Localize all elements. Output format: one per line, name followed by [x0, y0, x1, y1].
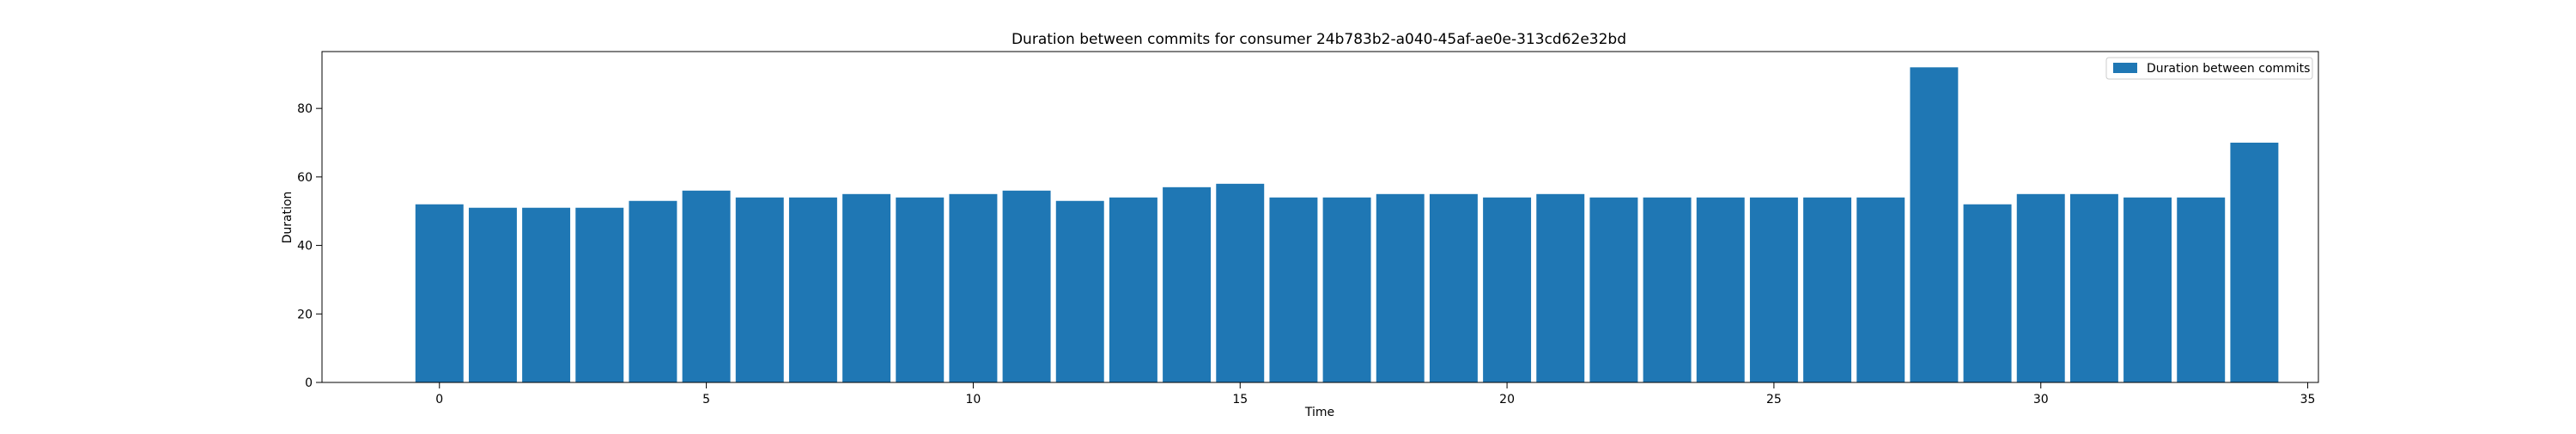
x-tick-label-25: 25 — [1766, 393, 1782, 406]
bar-8 — [842, 193, 891, 382]
bar-23 — [1643, 197, 1692, 382]
bar-12 — [1055, 200, 1104, 382]
x-tick-label-10: 10 — [966, 393, 981, 406]
bar-2 — [522, 207, 571, 382]
legend-swatch — [2113, 63, 2137, 73]
bar-9 — [896, 197, 945, 382]
bar-28 — [1910, 67, 1959, 382]
bar-0 — [415, 204, 464, 382]
y-axis-ticks: 0 20 40 60 80 — [297, 102, 322, 390]
y-tick-label-40: 40 — [297, 240, 313, 254]
bar-26 — [1803, 197, 1852, 382]
bar-19 — [1429, 193, 1478, 382]
bar-25 — [1749, 197, 1798, 382]
bar-15 — [1216, 183, 1265, 382]
x-tick-label-15: 15 — [1232, 393, 1248, 406]
bar-20 — [1483, 197, 1532, 382]
bar-31 — [2069, 193, 2118, 382]
y-tick-label-80: 80 — [297, 102, 313, 116]
bar-16 — [1269, 197, 1318, 382]
bar-10 — [949, 193, 998, 382]
bar-13 — [1109, 197, 1157, 382]
bar-5 — [682, 190, 731, 382]
plot-area-frame — [321, 51, 2319, 383]
y-tick-label-20: 20 — [297, 308, 313, 321]
x-tick-label-0: 0 — [435, 393, 443, 406]
bar-30 — [2016, 193, 2065, 382]
x-tick-label-5: 5 — [702, 393, 710, 406]
legend-box — [2105, 57, 2313, 80]
y-tick-label-0: 0 — [305, 376, 313, 390]
bar-6 — [735, 197, 784, 382]
bar-24 — [1696, 197, 1745, 382]
x-axis-ticks: 0 5 10 15 20 25 30 35 — [435, 382, 2315, 406]
legend: Duration between commits — [2105, 57, 2313, 80]
bar-32 — [2123, 197, 2172, 382]
x-tick-label-30: 30 — [2033, 393, 2049, 406]
bars-group — [415, 67, 2279, 382]
x-tick-label-20: 20 — [1499, 393, 1515, 406]
bar-22 — [1589, 197, 1638, 382]
x-axis-label: Time — [1304, 406, 1334, 419]
bar-27 — [1856, 197, 1905, 382]
y-axis-label: Duration — [281, 192, 295, 244]
bar-17 — [1322, 197, 1371, 382]
x-tick-label-35: 35 — [2300, 393, 2316, 406]
bar-21 — [1536, 193, 1585, 382]
bar-14 — [1163, 186, 1212, 382]
bar-18 — [1376, 193, 1425, 382]
bar-4 — [629, 200, 677, 382]
bar-1 — [468, 207, 517, 382]
bar-7 — [788, 197, 837, 382]
bar-33 — [2177, 197, 2226, 382]
y-tick-label-60: 60 — [297, 171, 313, 185]
chart-title: Duration between commits for consumer 24… — [1012, 31, 1626, 48]
bar-29 — [1963, 204, 2012, 382]
bar-11 — [1002, 190, 1051, 382]
legend-entry-label: Duration between commits — [2147, 62, 2310, 76]
bar-34 — [2230, 143, 2279, 382]
bar-3 — [575, 207, 624, 382]
